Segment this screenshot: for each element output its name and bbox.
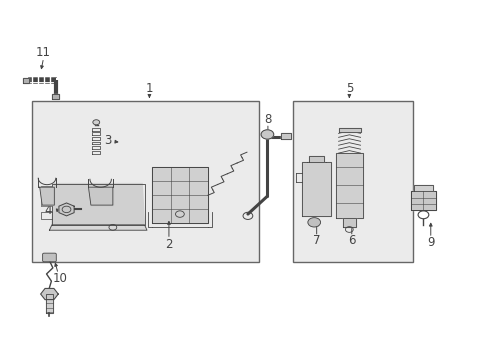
Polygon shape xyxy=(88,187,113,205)
Polygon shape xyxy=(281,134,290,139)
Circle shape xyxy=(307,218,320,227)
Polygon shape xyxy=(52,94,59,99)
Bar xyxy=(293,101,412,262)
Text: 8: 8 xyxy=(264,113,271,126)
Text: 6: 6 xyxy=(347,234,355,247)
Polygon shape xyxy=(45,294,53,313)
Polygon shape xyxy=(52,184,144,225)
Polygon shape xyxy=(335,153,362,218)
Text: 9: 9 xyxy=(426,236,434,249)
Text: 2: 2 xyxy=(165,238,172,251)
Polygon shape xyxy=(59,203,74,216)
Polygon shape xyxy=(22,78,29,83)
Polygon shape xyxy=(413,185,432,191)
Text: 4: 4 xyxy=(44,204,52,217)
Polygon shape xyxy=(41,288,58,300)
Polygon shape xyxy=(152,167,207,223)
Text: 11: 11 xyxy=(36,46,51,59)
Text: 1: 1 xyxy=(145,82,153,95)
Text: 5: 5 xyxy=(345,82,352,95)
Polygon shape xyxy=(49,225,147,230)
Polygon shape xyxy=(338,128,360,132)
Polygon shape xyxy=(309,156,324,162)
Text: 10: 10 xyxy=(53,272,67,285)
Text: 3: 3 xyxy=(104,134,111,147)
Circle shape xyxy=(261,130,273,139)
Polygon shape xyxy=(343,218,355,226)
FancyBboxPatch shape xyxy=(42,253,56,262)
Text: 7: 7 xyxy=(312,234,320,247)
Circle shape xyxy=(93,120,100,125)
Polygon shape xyxy=(40,187,54,205)
Bar xyxy=(32,101,259,262)
Polygon shape xyxy=(302,162,330,216)
Polygon shape xyxy=(410,191,435,211)
